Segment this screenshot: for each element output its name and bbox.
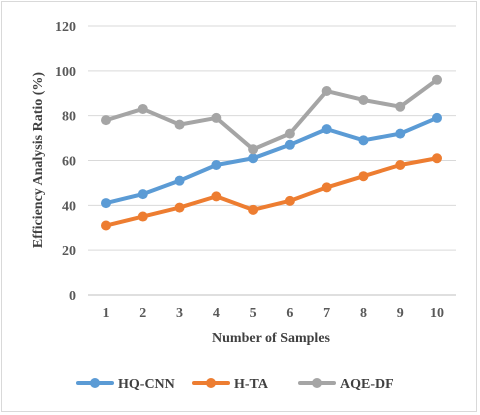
y-tick-label: 20	[62, 244, 76, 259]
data-point	[248, 153, 259, 164]
series-hq-cnn	[101, 112, 442, 209]
gridlines	[88, 25, 456, 296]
x-tick-labels: 1 2 3 4 5 6 7 8 9 10	[103, 306, 445, 321]
data-point	[101, 198, 111, 209]
series-aqe-df	[101, 74, 442, 155]
data-point	[395, 101, 406, 112]
data-point	[358, 94, 369, 105]
x-tick-label: 7	[323, 306, 330, 321]
y-tick-label: 120	[55, 20, 76, 35]
legend-swatch-marker	[90, 378, 100, 388]
series-line	[104, 156, 439, 228]
y-tick-label: 0	[69, 289, 76, 304]
data-point	[432, 74, 442, 85]
data-point	[321, 182, 332, 193]
data-point	[174, 202, 185, 213]
data-point	[284, 128, 295, 139]
legend-swatch-marker	[206, 378, 216, 388]
data-point	[321, 86, 332, 97]
legend-item: H-TA	[192, 377, 269, 392]
y-tick-labels: 0 20 40 60 80 100 120	[55, 20, 76, 304]
data-point	[211, 159, 222, 170]
legend-label: HQ-CNN	[118, 377, 175, 392]
data-point	[432, 112, 442, 123]
x-tick-label: 3	[176, 306, 183, 321]
legend-label: AQE-DF	[340, 377, 394, 392]
x-tick-label: 4	[213, 306, 220, 321]
series-line	[104, 115, 439, 206]
legend-swatch-marker	[312, 378, 322, 388]
y-tick-label: 40	[62, 199, 76, 214]
x-tick-label: 1	[103, 306, 110, 321]
x-tick-label: 2	[139, 306, 146, 321]
legend-item: AQE-DF	[298, 377, 394, 392]
data-point	[358, 171, 369, 182]
data-point	[174, 175, 185, 186]
x-tick-label: 10	[430, 306, 444, 321]
legend-label: H-TA	[234, 377, 269, 392]
data-point	[101, 220, 111, 231]
x-axis-title: Number of Samples	[212, 331, 331, 346]
data-point	[395, 159, 406, 170]
legend: HQ-CNN H-TA AQE-DF	[76, 377, 394, 392]
data-point	[137, 211, 148, 222]
data-point	[358, 135, 369, 146]
data-point	[432, 153, 442, 164]
series-line	[104, 77, 439, 152]
data-point	[284, 139, 295, 150]
series-h-ta	[101, 153, 442, 231]
data-point	[248, 144, 259, 155]
data-point	[211, 191, 222, 202]
y-tick-label: 80	[62, 110, 76, 125]
y-tick-label: 100	[55, 65, 76, 80]
legend-item: HQ-CNN	[76, 377, 175, 392]
data-point	[395, 128, 406, 139]
y-tick-label: 60	[62, 155, 76, 170]
x-tick-label: 6	[286, 306, 293, 321]
series-group	[101, 74, 442, 231]
x-tick-label: 9	[397, 306, 404, 321]
data-point	[284, 195, 295, 206]
y-axis-title: Efficiency Analysis Ratio (%)	[31, 72, 46, 248]
data-point	[137, 103, 148, 114]
data-point	[211, 112, 222, 123]
data-point	[137, 189, 148, 200]
data-point	[248, 204, 259, 215]
data-point	[321, 124, 332, 135]
x-tick-label: 5	[250, 306, 257, 321]
data-point	[174, 119, 185, 130]
data-point	[101, 115, 111, 126]
x-tick-label: 8	[360, 306, 367, 321]
